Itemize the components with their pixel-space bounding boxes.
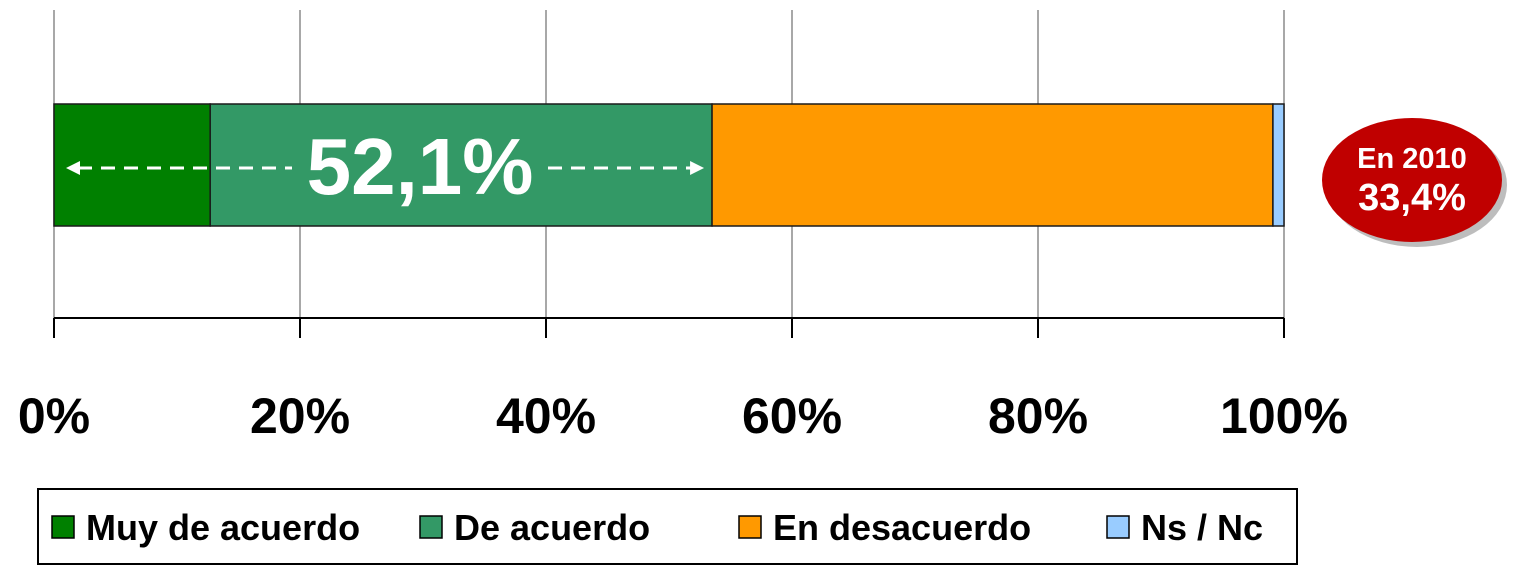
x-tick-label: 80% (988, 388, 1088, 444)
legend-swatch (51, 515, 75, 539)
span-arrow (66, 161, 705, 175)
legend-label: Muy de acuerdo (86, 507, 360, 548)
legend-label: En desacuerdo (773, 507, 1031, 548)
legend-label: De acuerdo (454, 507, 650, 548)
x-tick-labels: 0% 20% 40% 60% 80% 100% (18, 388, 1348, 444)
x-tick-label: 20% (250, 388, 350, 444)
combined-percentage-label: 52,1% (307, 122, 534, 211)
x-axis (53, 317, 1285, 338)
badge-ellipse (1322, 118, 1502, 242)
bar-segment (1272, 103, 1285, 227)
x-tick-label: 40% (496, 388, 596, 444)
legend-swatch (738, 515, 762, 539)
legend: Muy de acuerdo De acuerdo En desacuerdo Ns … (37, 488, 1298, 565)
bar-segment (711, 103, 1274, 227)
bar-segment (53, 103, 211, 227)
legend-box (37, 488, 1298, 565)
legend-label: Ns / Nc (1141, 507, 1263, 548)
badge-year: En 2010 (1357, 143, 1467, 175)
x-tick-label: 60% (742, 388, 842, 444)
legend-swatch (419, 515, 443, 539)
arrow-head-right (690, 161, 705, 175)
arrow-head-left (66, 161, 80, 175)
badge-2010: En 2010 33,4% (1322, 118, 1507, 247)
x-tick-label: 100% (1220, 388, 1348, 444)
bar-segments (53, 103, 1285, 227)
x-tick-label: 0% (18, 388, 90, 444)
badge-value: 33,4% (1358, 177, 1466, 219)
legend-swatch (1106, 515, 1130, 539)
